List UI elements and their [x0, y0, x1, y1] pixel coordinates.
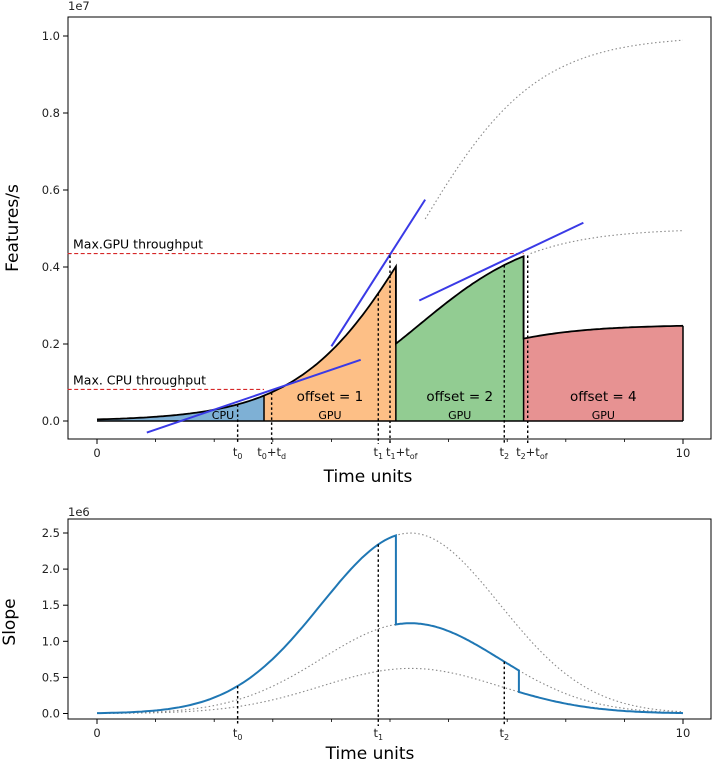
- bottom-x-axis-label: Time units: [325, 744, 415, 764]
- region-label-offset: offset = 2: [426, 389, 493, 405]
- x-tick-label: 0: [93, 726, 100, 740]
- top-x-axis-label: Time units: [323, 467, 413, 487]
- time-marker-label: t1+tof: [386, 445, 418, 461]
- tangent-line: [418, 221, 584, 302]
- threshold-label: Max. CPU throughput: [73, 372, 206, 387]
- y-tick-label: 0.0: [42, 707, 60, 721]
- y-tick-label: 1.0: [42, 634, 60, 648]
- time-marker-label: t0: [233, 445, 243, 461]
- slope-curve: [97, 533, 684, 715]
- region-offset-4: [523, 325, 683, 421]
- slope-dotted-half: [97, 622, 684, 714]
- y-tick-label: 2.5: [42, 526, 60, 540]
- y-tick-label: 1.0: [42, 29, 60, 43]
- tangent-line: [146, 358, 362, 434]
- x-tick-label: 10: [676, 446, 691, 460]
- bottom-y-multiplier: 1e6: [68, 505, 90, 519]
- tangent-line: [330, 199, 427, 347]
- x-tick-label: 10: [676, 726, 691, 740]
- bottom-y-axis-label: Slope: [0, 598, 20, 645]
- x-tick-label: 0: [93, 446, 100, 460]
- throughput-chart: 1e7 Time units Features/s Max.GPU throug…: [3, 0, 712, 487]
- time-marker-label: t2: [499, 445, 509, 461]
- y-tick-label: 0.6: [42, 183, 60, 197]
- region-CPU: [97, 395, 264, 421]
- y-tick-label: 2.0: [42, 562, 60, 576]
- region-sublabel-gpu: GPU: [318, 409, 341, 422]
- region-offset-2: [395, 256, 524, 421]
- slope-marker-label: t2: [499, 726, 509, 742]
- slope-dotted-quarter: [97, 667, 684, 714]
- region-label-offset: offset = 1: [297, 389, 364, 405]
- top-y-multiplier: 1e7: [68, 0, 90, 13]
- region-sublabel-gpu: GPU: [448, 409, 471, 422]
- top-axes-frame: [67, 16, 712, 440]
- slope-marker-label: t1: [373, 726, 383, 742]
- y-tick-label: 0.8: [42, 106, 60, 120]
- slope-dotted-full: [97, 532, 684, 714]
- region-label-cpu: CPU: [212, 409, 234, 422]
- y-tick-label: 0.0: [42, 414, 60, 428]
- time-marker-label: t1: [373, 445, 383, 461]
- dotted-curve-half: [530, 230, 684, 255]
- y-tick-label: 0.2: [42, 337, 60, 351]
- top-y-axis-label: Features/s: [3, 184, 23, 272]
- threshold-label: Max.GPU throughput: [73, 237, 203, 252]
- y-tick-label: 0.5: [42, 670, 60, 684]
- region-label-offset: offset = 4: [570, 389, 637, 405]
- y-tick-label: 1.5: [42, 598, 60, 612]
- slope-marker-label: t0: [233, 726, 243, 742]
- dotted-curve-full: [424, 39, 684, 220]
- region-sublabel-gpu: GPU: [592, 409, 615, 422]
- throughput-curve: [96, 254, 684, 421]
- time-marker-label: t0+td: [257, 445, 286, 461]
- bottom-axes-frame: [67, 518, 712, 720]
- y-tick-label: 0.4: [42, 260, 60, 274]
- time-marker-label: t2+tof: [516, 445, 548, 461]
